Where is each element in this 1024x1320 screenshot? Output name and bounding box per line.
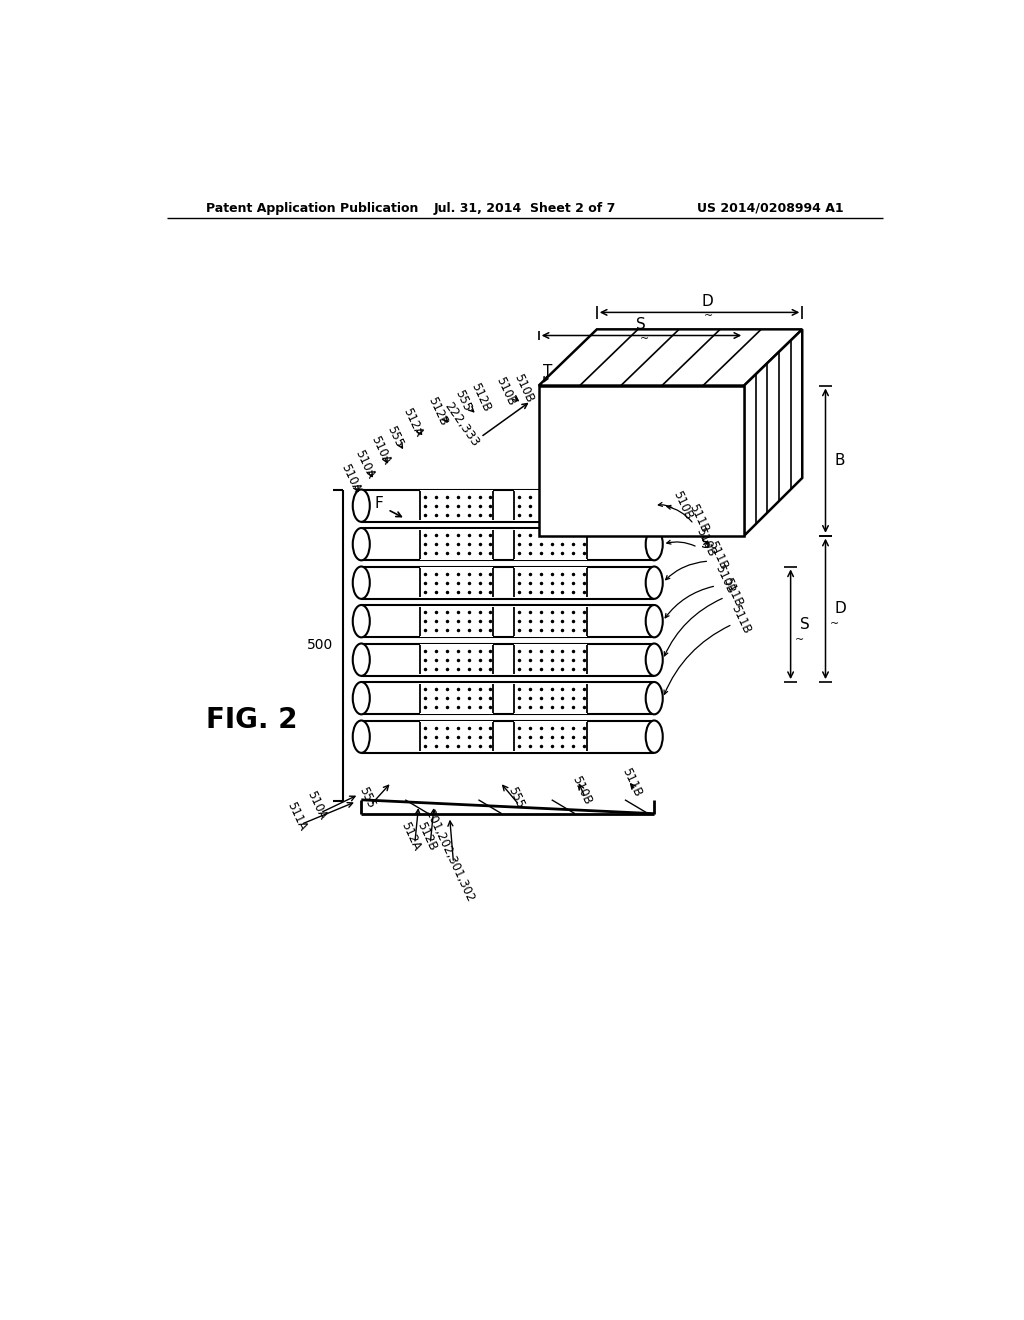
Bar <box>514 644 587 675</box>
Text: 555: 555 <box>356 784 377 810</box>
Text: 555: 555 <box>505 784 526 810</box>
Text: F: F <box>375 496 383 511</box>
Text: 512B: 512B <box>468 380 493 413</box>
Text: 510B: 510B <box>713 564 737 597</box>
Text: Patent Application Publication: Patent Application Publication <box>206 202 418 215</box>
Text: 510A: 510A <box>369 434 393 467</box>
Bar <box>361 490 654 521</box>
Text: 511B: 511B <box>729 602 754 635</box>
Bar <box>420 529 494 560</box>
Bar <box>361 605 654 638</box>
Text: 510B: 510B <box>671 488 695 521</box>
Bar <box>420 682 494 714</box>
Text: 512B: 512B <box>414 820 438 853</box>
Ellipse shape <box>646 605 663 638</box>
Text: 510A: 510A <box>304 789 329 821</box>
Bar <box>361 528 654 561</box>
Text: S: S <box>800 616 810 632</box>
Text: 511B: 511B <box>721 576 745 609</box>
Ellipse shape <box>352 490 370 521</box>
Text: 510A: 510A <box>353 447 378 480</box>
Text: 510B: 510B <box>511 371 536 404</box>
Ellipse shape <box>646 721 663 752</box>
Ellipse shape <box>646 644 663 676</box>
Text: 511B: 511B <box>706 539 730 572</box>
Text: 511B: 511B <box>620 766 644 799</box>
Bar <box>514 529 587 560</box>
Text: 555: 555 <box>453 388 473 413</box>
Ellipse shape <box>352 605 370 638</box>
Bar <box>514 682 587 714</box>
Text: S: S <box>636 317 646 333</box>
Text: 201,202,301,302: 201,202,301,302 <box>423 807 477 903</box>
Text: 222,333: 222,333 <box>441 400 481 449</box>
Text: 512A: 512A <box>400 407 426 440</box>
Bar <box>361 566 654 599</box>
Ellipse shape <box>646 528 663 560</box>
Ellipse shape <box>352 528 370 560</box>
Text: 510B: 510B <box>569 774 594 807</box>
Text: 510A: 510A <box>338 462 362 495</box>
Bar <box>361 721 654 752</box>
Text: S: S <box>701 536 712 550</box>
Polygon shape <box>744 330 802 536</box>
Bar <box>420 721 494 752</box>
Bar <box>514 490 587 521</box>
Bar <box>361 644 654 676</box>
Text: D: D <box>701 294 713 309</box>
Text: 500: 500 <box>307 638 334 652</box>
Bar <box>514 606 587 636</box>
Text: ~: ~ <box>796 635 805 644</box>
Text: 510B: 510B <box>693 525 719 558</box>
Bar <box>420 490 494 521</box>
Ellipse shape <box>352 566 370 599</box>
Text: B: B <box>835 453 845 467</box>
Ellipse shape <box>352 721 370 752</box>
Text: US 2014/0208994 A1: US 2014/0208994 A1 <box>697 202 844 215</box>
Ellipse shape <box>646 682 663 714</box>
Text: ~: ~ <box>830 619 840 630</box>
Ellipse shape <box>646 490 663 521</box>
Text: 511B: 511B <box>686 502 711 536</box>
Polygon shape <box>539 385 744 536</box>
Text: 512A: 512A <box>398 820 423 853</box>
Ellipse shape <box>352 682 370 714</box>
Text: 510B: 510B <box>494 375 518 408</box>
Text: 512B: 512B <box>426 395 451 428</box>
Text: T: T <box>543 364 552 379</box>
Bar <box>420 568 494 598</box>
Text: ~: ~ <box>640 334 649 345</box>
Polygon shape <box>539 330 802 385</box>
Bar <box>361 682 654 714</box>
Text: ~: ~ <box>703 312 713 321</box>
Ellipse shape <box>352 644 370 676</box>
Text: Jul. 31, 2014  Sheet 2 of 7: Jul. 31, 2014 Sheet 2 of 7 <box>433 202 616 215</box>
Bar <box>514 721 587 752</box>
Bar <box>420 606 494 636</box>
Text: D: D <box>835 602 847 616</box>
Bar <box>420 644 494 675</box>
Ellipse shape <box>646 566 663 599</box>
Text: 511A: 511A <box>285 800 309 833</box>
Bar <box>514 568 587 598</box>
Text: 555: 555 <box>385 424 406 449</box>
Text: FIG. 2: FIG. 2 <box>206 706 298 734</box>
